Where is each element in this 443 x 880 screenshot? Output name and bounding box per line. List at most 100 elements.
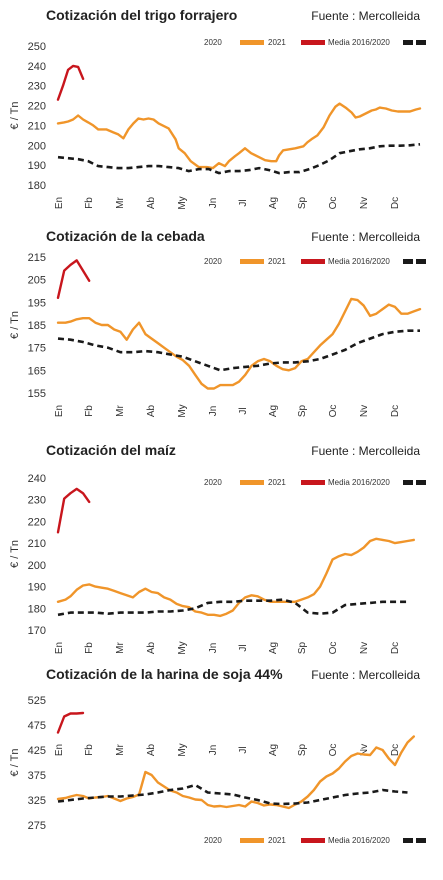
legend-label: Media 2016/2020 bbox=[328, 38, 390, 47]
x-tick-label: En bbox=[54, 744, 65, 756]
legend-swatch bbox=[416, 259, 426, 264]
series-line-media bbox=[57, 783, 408, 806]
y-tick-label: 325 bbox=[28, 795, 46, 807]
x-tick-label: Jn bbox=[208, 745, 219, 756]
y-tick-label: 200 bbox=[28, 560, 46, 572]
legend-swatch bbox=[240, 838, 264, 843]
x-tick-label: Ag bbox=[268, 744, 279, 756]
y-axis-label: € / Tn bbox=[9, 749, 21, 777]
y-tick-label: 240 bbox=[28, 473, 46, 485]
y-tick-label: 175 bbox=[28, 343, 46, 355]
legend-swatch bbox=[240, 259, 264, 264]
chart-panel-2: Cotización de la cebada Fuente : Mercolle… bbox=[9, 228, 426, 418]
y-tick-label: 250 bbox=[28, 41, 46, 53]
series-line-2021 bbox=[56, 259, 91, 299]
x-tick-label: My bbox=[177, 404, 188, 417]
y-tick-label: 180 bbox=[28, 180, 46, 192]
x-tick-label: Dc bbox=[390, 642, 401, 654]
x-tick-label: Dc bbox=[390, 405, 401, 417]
legend-label: 2021 bbox=[268, 836, 286, 845]
series-line-2021 bbox=[56, 64, 85, 101]
x-tick-label: Mr bbox=[115, 197, 126, 209]
legend-label: Media 2016/2020 bbox=[328, 478, 390, 487]
legend-label: 2021 bbox=[268, 257, 286, 266]
chart-panel-4: Cotización de la harina de soja 44% Fuent… bbox=[9, 666, 426, 845]
x-tick-label: Jn bbox=[208, 198, 219, 209]
y-tick-label: 190 bbox=[28, 582, 46, 594]
y-tick-label: 165 bbox=[28, 365, 46, 377]
x-tick-label: Dc bbox=[390, 197, 401, 209]
x-tick-label: My bbox=[177, 196, 188, 209]
y-tick-label: 180 bbox=[28, 603, 46, 615]
x-tick-label: Ab bbox=[146, 404, 157, 417]
x-tick-label: Fb bbox=[84, 744, 95, 756]
x-tick-label: My bbox=[177, 743, 188, 756]
series-line-media bbox=[57, 143, 421, 175]
chart-panel-1: Cotización del trigo forrajero Fuente : M… bbox=[9, 7, 426, 210]
x-tick-label: Oc bbox=[328, 197, 339, 210]
x-tick-label: My bbox=[177, 641, 188, 654]
y-axis-label: € / Tn bbox=[9, 102, 21, 130]
series-line-2020 bbox=[56, 297, 422, 390]
chart-source: Fuente : Mercolleida bbox=[311, 444, 420, 458]
series-line-2020 bbox=[56, 537, 415, 618]
legend-label: 2021 bbox=[268, 478, 286, 487]
legend-label: Media 2016/2020 bbox=[328, 836, 390, 845]
chart-title: Cotización de la harina de soja 44% bbox=[46, 666, 283, 682]
legend-swatch bbox=[301, 40, 325, 45]
x-tick-label: Sp bbox=[297, 743, 308, 756]
x-tick-label: Ab bbox=[146, 743, 157, 756]
legend-swatch bbox=[416, 838, 426, 843]
x-tick-label: Nv bbox=[359, 197, 370, 209]
y-tick-label: 240 bbox=[28, 61, 46, 73]
x-tick-label: Fb bbox=[84, 197, 95, 209]
x-tick-label: Sp bbox=[297, 404, 308, 417]
y-axis-label: € / Tn bbox=[9, 311, 21, 339]
x-tick-label: En bbox=[54, 642, 65, 654]
legend-swatch bbox=[403, 480, 413, 485]
series-line-2020 bbox=[56, 102, 422, 170]
y-axis-label: € / Tn bbox=[9, 540, 21, 568]
x-tick-label: Ag bbox=[268, 197, 279, 209]
legend-swatch bbox=[240, 480, 264, 485]
x-tick-label: Nv bbox=[359, 405, 370, 417]
y-tick-label: 230 bbox=[28, 81, 46, 93]
x-tick-label: Ag bbox=[268, 405, 279, 417]
x-tick-label: Mr bbox=[115, 642, 126, 654]
x-tick-label: Jn bbox=[208, 406, 219, 417]
y-tick-label: 205 bbox=[28, 275, 46, 287]
legend-label: 2020 bbox=[204, 836, 222, 845]
chart-title: Cotización del trigo forrajero bbox=[46, 7, 237, 23]
x-tick-label: Dc bbox=[390, 744, 401, 756]
legend-swatch bbox=[416, 40, 426, 45]
x-tick-label: Sp bbox=[297, 641, 308, 654]
legend-label: 2020 bbox=[204, 38, 222, 47]
series-line-2020 bbox=[56, 735, 415, 810]
series-line-media bbox=[57, 598, 408, 617]
y-tick-label: 220 bbox=[28, 101, 46, 113]
legend-swatch bbox=[301, 838, 325, 843]
y-tick-label: 375 bbox=[28, 770, 46, 782]
series-line-2021 bbox=[56, 711, 85, 734]
chart-source: Fuente : Mercolleida bbox=[311, 668, 420, 682]
x-tick-label: Ab bbox=[146, 196, 157, 209]
x-tick-label: Mr bbox=[115, 744, 126, 756]
x-tick-label: Oc bbox=[328, 744, 339, 757]
series-line-2021 bbox=[56, 487, 91, 534]
series-line-media bbox=[57, 329, 420, 372]
legend-swatch bbox=[403, 838, 413, 843]
x-tick-label: Oc bbox=[328, 642, 339, 655]
x-tick-label: Jn bbox=[208, 643, 219, 654]
y-tick-label: 195 bbox=[28, 297, 46, 309]
x-tick-label: Sp bbox=[297, 196, 308, 209]
x-tick-label: Nv bbox=[359, 642, 370, 654]
chart-source: Fuente : Mercolleida bbox=[311, 9, 420, 23]
y-tick-label: 230 bbox=[28, 495, 46, 507]
legend-label: 2021 bbox=[268, 38, 286, 47]
x-tick-label: Jl bbox=[238, 746, 249, 753]
x-tick-label: Oc bbox=[328, 405, 339, 418]
y-tick-label: 210 bbox=[28, 120, 46, 132]
x-tick-label: Ab bbox=[146, 641, 157, 654]
x-tick-label: Nv bbox=[359, 744, 370, 756]
legend-swatch bbox=[301, 259, 325, 264]
